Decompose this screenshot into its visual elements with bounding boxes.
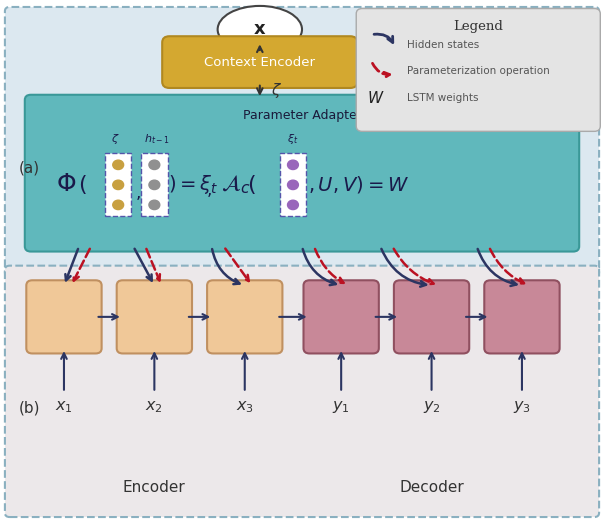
FancyBboxPatch shape: [394, 280, 469, 354]
Circle shape: [149, 180, 160, 190]
FancyBboxPatch shape: [207, 280, 283, 354]
FancyBboxPatch shape: [280, 153, 306, 216]
Text: Context Encoder: Context Encoder: [204, 56, 315, 69]
Circle shape: [113, 160, 124, 170]
Text: $, U, V) = W$: $, U, V) = W$: [308, 174, 409, 195]
Text: $($: $($: [78, 173, 86, 196]
Circle shape: [113, 180, 124, 190]
Text: $($: $($: [246, 173, 255, 196]
Circle shape: [288, 160, 298, 170]
FancyBboxPatch shape: [5, 266, 599, 517]
FancyBboxPatch shape: [27, 280, 101, 354]
Text: (b): (b): [19, 401, 40, 416]
Circle shape: [113, 200, 124, 210]
FancyBboxPatch shape: [105, 153, 132, 216]
Text: (a): (a): [19, 160, 40, 176]
Text: $,$: $,$: [135, 184, 141, 202]
FancyBboxPatch shape: [162, 36, 358, 88]
FancyBboxPatch shape: [25, 95, 579, 252]
Circle shape: [149, 200, 160, 210]
Text: $,$: $,$: [206, 181, 211, 199]
Circle shape: [288, 200, 298, 210]
Text: $h_{t-1}$: $h_{t-1}$: [144, 132, 170, 146]
Text: Parameterization operation: Parameterization operation: [408, 66, 550, 77]
Circle shape: [288, 180, 298, 190]
Text: $x_2$: $x_2$: [146, 398, 163, 415]
Text: LSTM weights: LSTM weights: [408, 93, 479, 103]
Ellipse shape: [217, 6, 302, 53]
Text: $x_3$: $x_3$: [236, 398, 254, 415]
Text: $\zeta$: $\zeta$: [111, 132, 120, 146]
Text: $\xi_t$: $\xi_t$: [287, 132, 299, 146]
Text: $x_1$: $x_1$: [55, 398, 73, 415]
Circle shape: [149, 160, 160, 170]
FancyBboxPatch shape: [356, 8, 600, 132]
Text: $y_3$: $y_3$: [513, 398, 531, 415]
Text: $\Phi$: $\Phi$: [56, 173, 76, 196]
Text: Legend: Legend: [454, 20, 503, 33]
Text: $\zeta$: $\zeta$: [271, 81, 281, 100]
Text: Encoder: Encoder: [123, 479, 186, 495]
FancyBboxPatch shape: [5, 7, 599, 277]
Text: Hidden states: Hidden states: [408, 40, 480, 50]
Text: Parameter Adapter: Parameter Adapter: [243, 110, 361, 123]
Text: $) = \xi_t$: $) = \xi_t$: [168, 173, 218, 196]
FancyBboxPatch shape: [141, 153, 168, 216]
Text: $\mathcal{A}_c$: $\mathcal{A}_c$: [220, 173, 250, 196]
Text: $\mathbf{x}$: $\mathbf{x}$: [253, 20, 266, 38]
Text: $W$: $W$: [367, 91, 384, 106]
FancyBboxPatch shape: [484, 280, 560, 354]
Text: Decoder: Decoder: [399, 479, 464, 495]
Text: $y_1$: $y_1$: [332, 398, 350, 415]
FancyBboxPatch shape: [117, 280, 192, 354]
Text: $y_2$: $y_2$: [423, 398, 440, 415]
FancyBboxPatch shape: [303, 280, 379, 354]
